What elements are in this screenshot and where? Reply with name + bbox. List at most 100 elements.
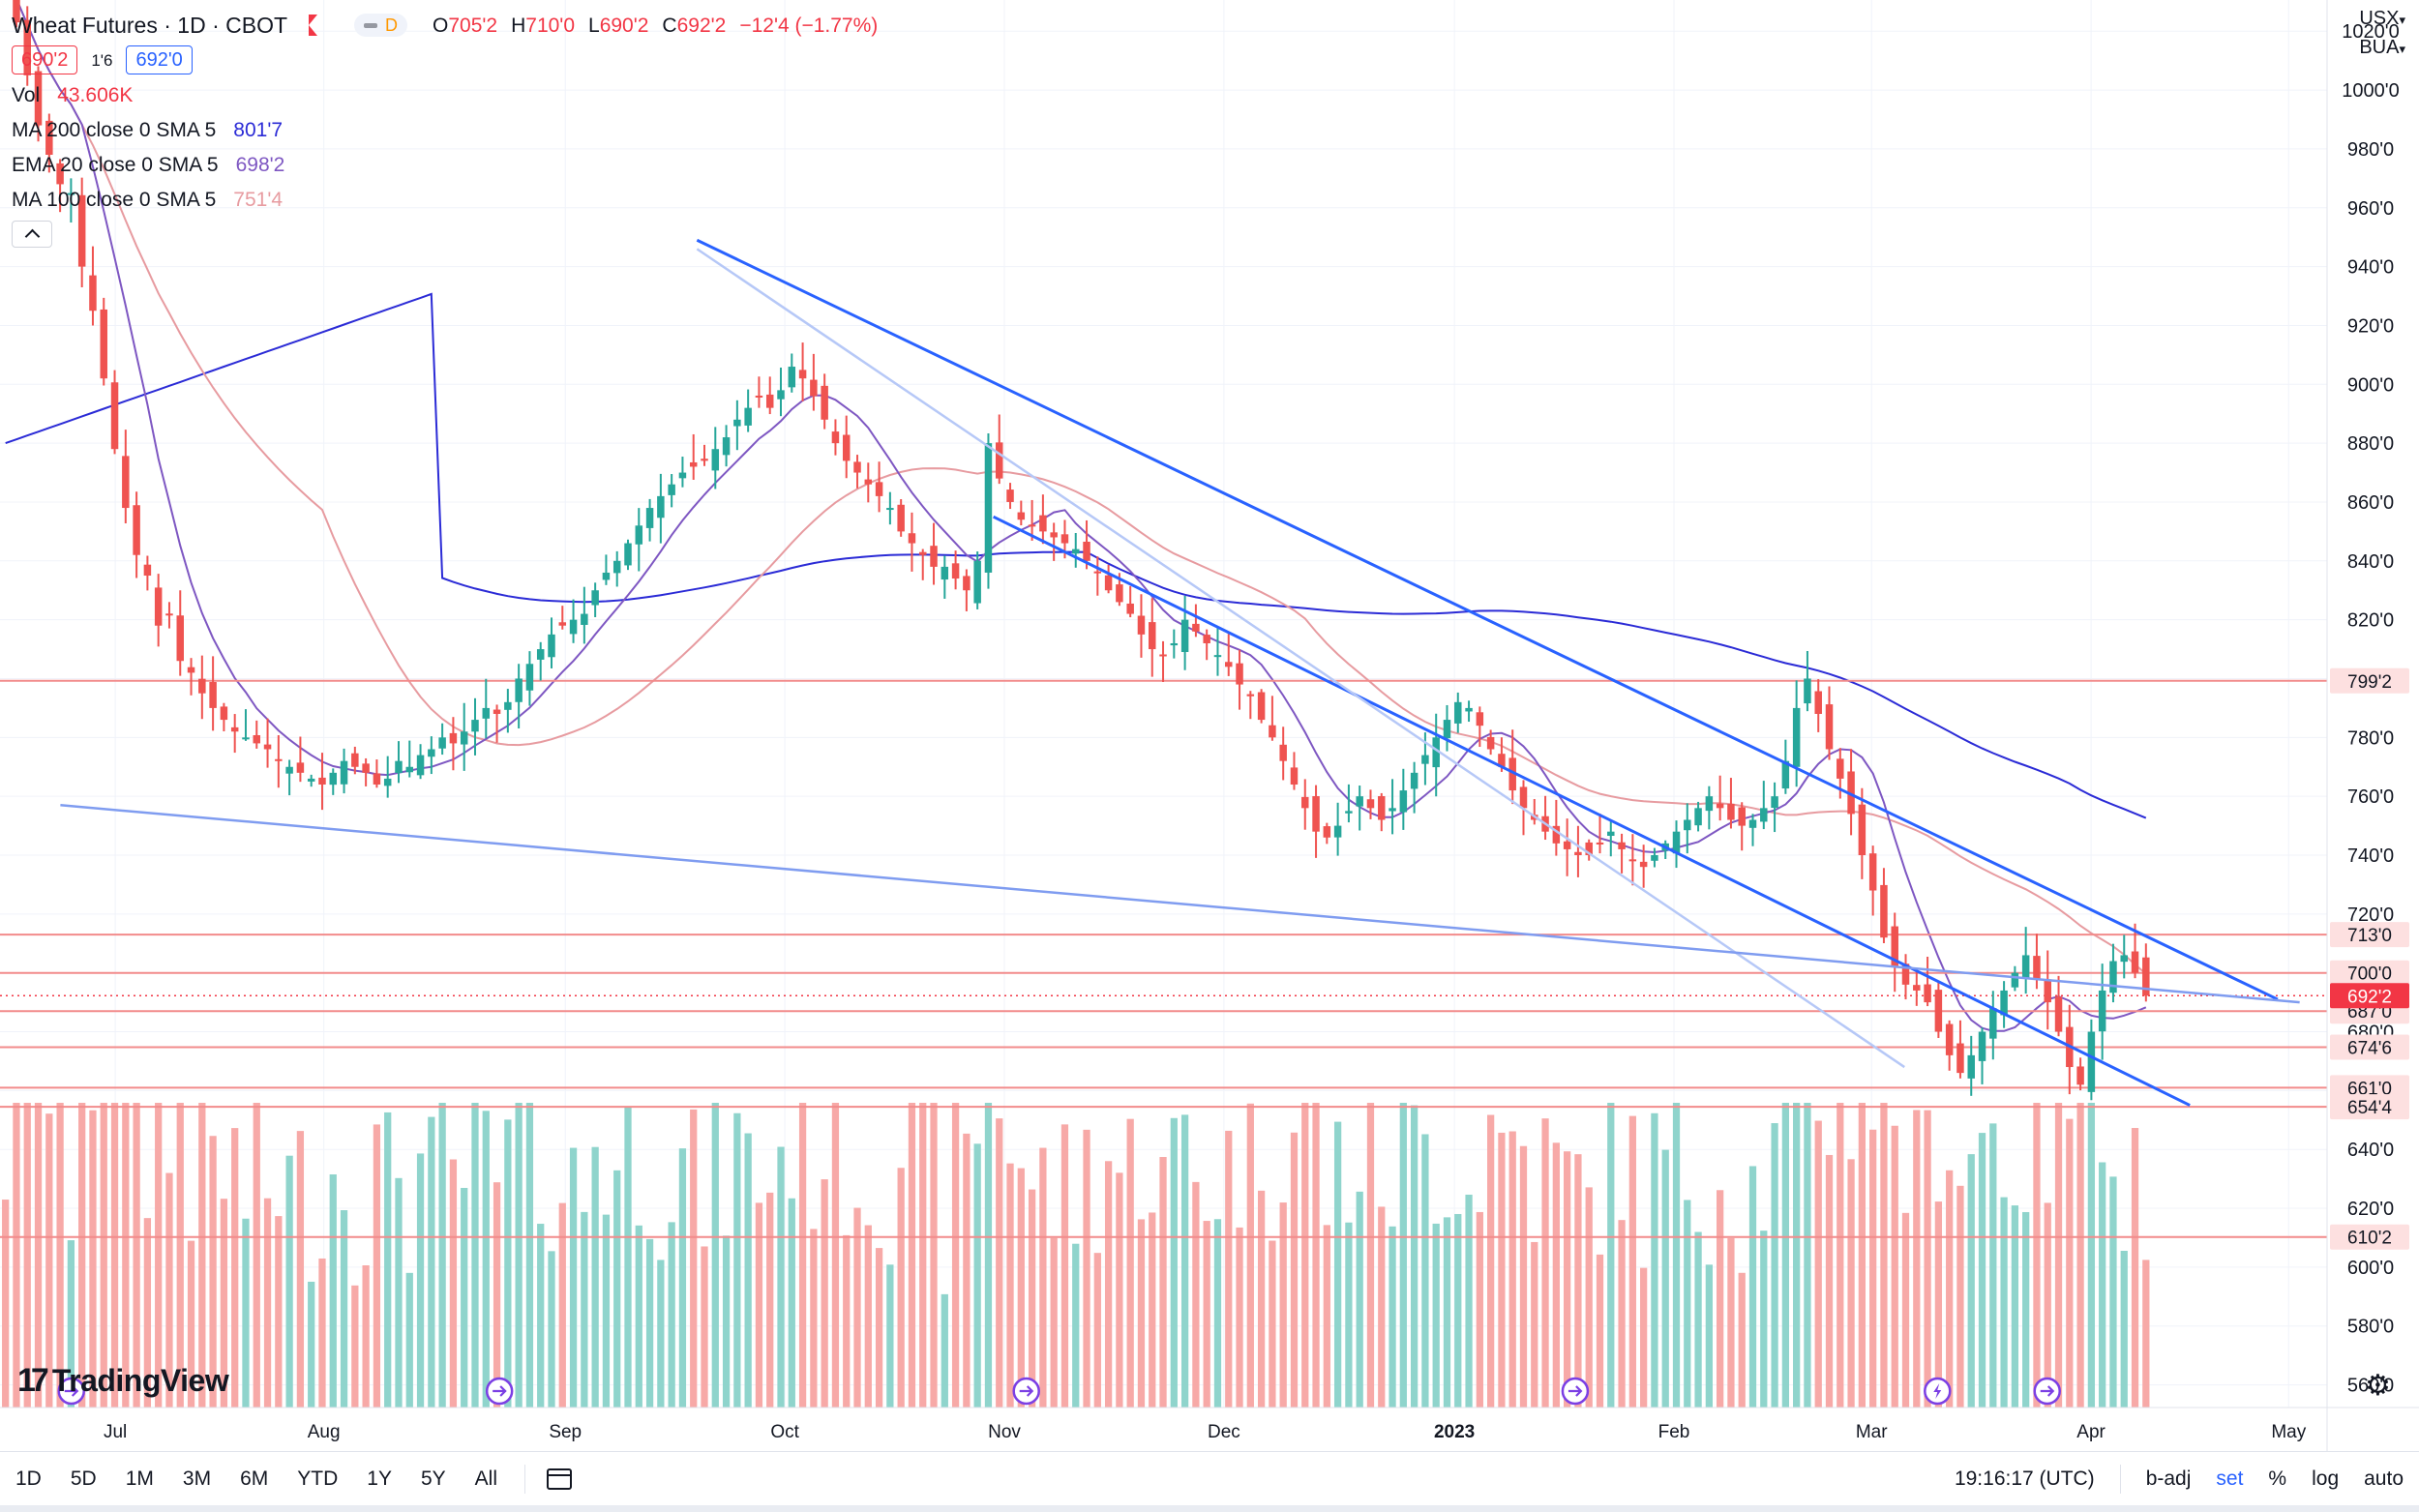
candle-body (1748, 819, 1757, 828)
b-adj-toggle[interactable]: b-adj (2145, 1468, 2192, 1490)
indicator-row-ema20[interactable]: EMA 20 close 0 SMA 5 698'2 (12, 147, 891, 182)
volume-bar (1825, 1154, 1834, 1408)
arrow-glyph (2040, 1385, 2055, 1397)
auto-scale-toggle[interactable]: auto (2364, 1468, 2404, 1490)
candle-body (198, 678, 206, 694)
price-tick-label: 880'0 (2347, 433, 2394, 455)
range-5y-button[interactable]: 5Y (420, 1468, 446, 1490)
currency-menu[interactable]: USX▾ (2359, 8, 2405, 30)
lightning-glyph (1933, 1383, 1942, 1399)
candle-body (1356, 796, 1363, 807)
indicator-value: 698'2 (235, 153, 285, 176)
price-level-tag: 661'0 (2347, 1079, 2392, 1099)
candle-body (230, 726, 239, 732)
volume-bar (1454, 1213, 1462, 1408)
range-all-button[interactable]: All (474, 1468, 497, 1490)
price-level-tag: 654'4 (2347, 1098, 2392, 1118)
candle-body (1476, 712, 1484, 726)
trendline-mid-channel (993, 515, 2191, 1107)
chevron-up-icon (24, 228, 40, 245)
range-3m-button[interactable]: 3M (182, 1468, 212, 1490)
volume-bar (482, 1111, 490, 1408)
candle-body (1180, 619, 1189, 653)
log-scale-toggle[interactable]: log (2312, 1468, 2340, 1490)
symbol-title[interactable]: Wheat Futures · 1D · CBOT (12, 12, 288, 38)
brand-name: TradingView (51, 1363, 229, 1398)
tradingview-logo[interactable]: 17 TradingView (17, 1362, 229, 1400)
volume-bar (1149, 1212, 1156, 1408)
range-1y-button[interactable]: 1Y (367, 1468, 392, 1490)
flag-icon[interactable] (309, 15, 318, 36)
candle-body (1814, 691, 1822, 714)
collapse-legend-button[interactable] (12, 221, 52, 248)
volume-bar (1672, 1103, 1681, 1408)
candle-body (1978, 1031, 1986, 1061)
volume-bar (1771, 1123, 1778, 1408)
candle-body (1301, 796, 1309, 809)
high-value: 710'0 (525, 14, 575, 37)
clock-time[interactable]: 19:16:17 (UTC) (1954, 1468, 2095, 1490)
time-tick-label: Feb (1658, 1422, 1690, 1442)
candle-body (864, 479, 873, 485)
bottom-toolbar: 1D 5D 1M 3M 6M YTD 1Y 5Y All 19:16:17 (U… (0, 1451, 2419, 1506)
candle-body (1913, 985, 1921, 991)
volume-bar (23, 1103, 31, 1408)
candle-body (1858, 804, 1867, 856)
candle-body (351, 753, 359, 767)
price-level-tag: 674'6 (2347, 1039, 2392, 1059)
volume-bar (329, 1173, 337, 1408)
percent-scale-toggle[interactable]: % (2268, 1468, 2287, 1490)
range-ytd-button[interactable]: YTD (297, 1468, 339, 1490)
volume-bar (461, 1187, 468, 1408)
volume-bar (2000, 1197, 2008, 1408)
candle-body (515, 678, 523, 702)
set-toggle[interactable]: set (2216, 1468, 2244, 1490)
candle-body (1126, 603, 1134, 614)
volume-bar (2066, 1118, 2074, 1408)
volume-bar (133, 1103, 140, 1408)
price-chart[interactable]: 1020'0 1000'0 980'0 960'0 940'0 920'0 900'0 880… (0, 0, 2419, 1451)
buy-price-button[interactable]: 692'0 (126, 45, 193, 74)
candle-body (318, 777, 326, 786)
volume-bar (1748, 1166, 1757, 1408)
price-axis: 1020'0 1000'0 980'0 960'0 940'0 920'0 900'0 880… (2326, 0, 2409, 1451)
candle-body (1269, 725, 1276, 738)
trendline-upper-channel (696, 238, 2279, 1001)
volume-bar (308, 1281, 315, 1408)
range-1m-button[interactable]: 1M (125, 1468, 154, 1490)
volume-bar (810, 1229, 818, 1408)
volume-bar (690, 1109, 698, 1408)
indicator-row-ma100[interactable]: MA 100 close 0 SMA 5 751'4 (12, 182, 891, 217)
candle-body (1192, 623, 1200, 632)
volume-bar (362, 1265, 370, 1408)
time-tick-label: Dec (1208, 1422, 1240, 1442)
sell-price-button[interactable]: 690'2 (12, 45, 78, 74)
unit-menu[interactable]: BUA▾ (2359, 37, 2405, 59)
indicator-row-volume[interactable]: Vol 43.606K (12, 77, 891, 112)
candle-body (253, 734, 261, 744)
price-level-tag: 700'0 (2347, 964, 2392, 985)
candle-body (777, 390, 785, 400)
volume-bar (1508, 1131, 1516, 1408)
candle-body (1585, 842, 1593, 856)
gear-icon[interactable]: ⚙ (2365, 1370, 2391, 1402)
volume-bar (2120, 1250, 2128, 1408)
candle-body (1465, 707, 1473, 712)
range-6m-button[interactable]: 6M (240, 1468, 269, 1490)
data-status-pill[interactable]: D (354, 14, 408, 37)
range-1d-button[interactable]: 1D (15, 1468, 42, 1490)
volume-bar (78, 1103, 86, 1408)
volume-bar (1628, 1115, 1636, 1408)
indicator-row-ma200[interactable]: MA 200 close 0 SMA 5 801'7 (12, 112, 891, 147)
candle-body (471, 720, 479, 732)
volume-bar (1552, 1142, 1560, 1408)
calendar-goto-icon[interactable] (547, 1468, 572, 1490)
volume-bar (340, 1210, 348, 1408)
candle-body (995, 442, 1003, 479)
volume-bars (2, 1103, 2150, 1408)
candle-body (1891, 926, 1898, 967)
volume-bar (821, 1179, 828, 1408)
range-5d-button[interactable]: 5D (70, 1468, 97, 1490)
candle-body (1486, 736, 1495, 750)
candle-body (657, 495, 665, 519)
